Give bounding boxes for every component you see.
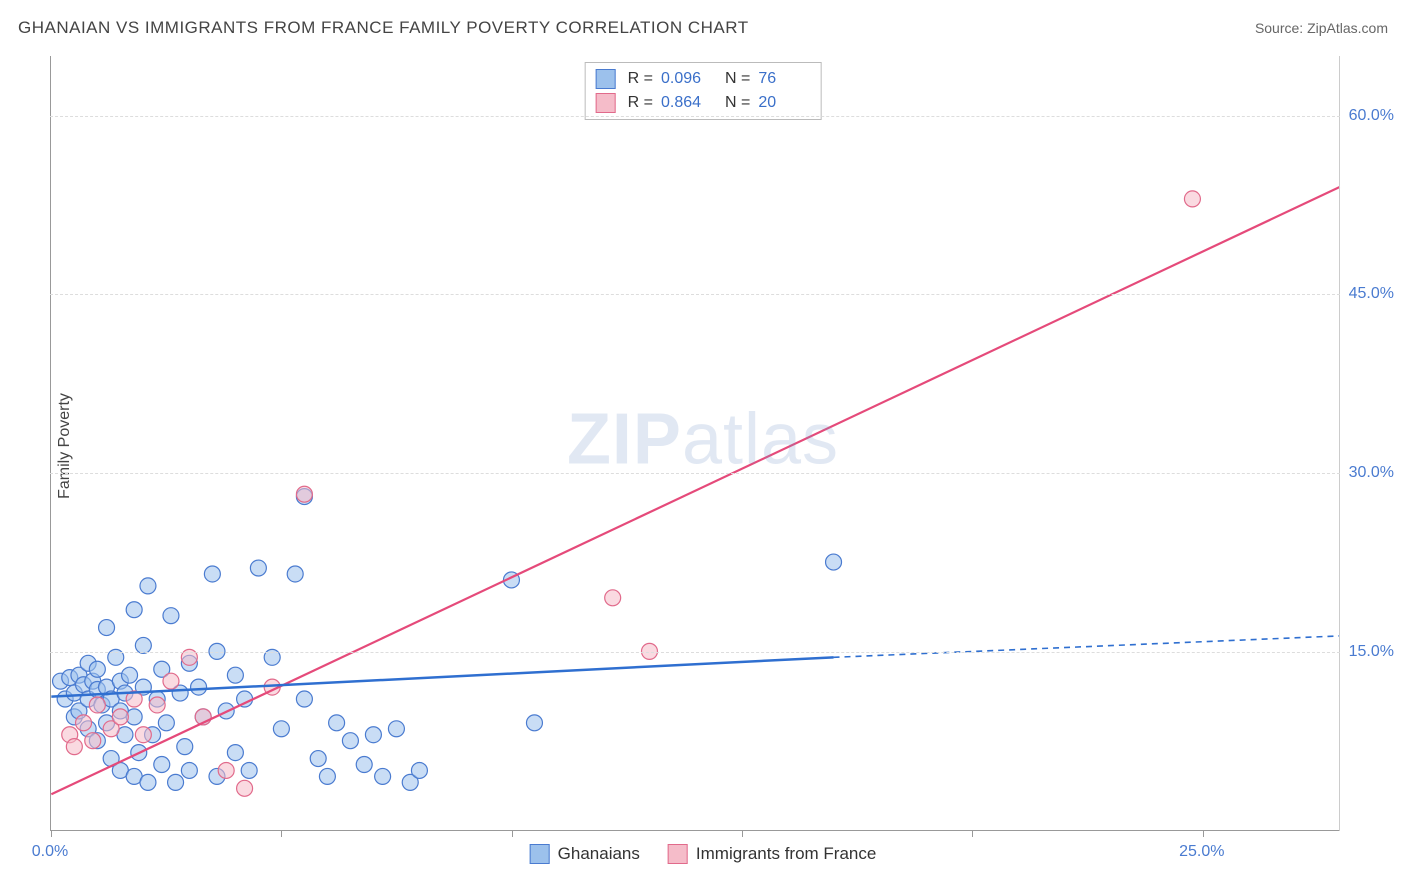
data-point	[163, 608, 179, 624]
legend-stats: R = 0.096 N = 76 R = 0.864 N = 20	[585, 62, 822, 120]
data-point	[191, 679, 207, 695]
data-point	[287, 566, 303, 582]
data-point	[89, 661, 105, 677]
plot-right-border	[1339, 56, 1340, 831]
n-label: N =	[725, 70, 750, 88]
data-point	[296, 691, 312, 707]
legend-label: Ghanaians	[558, 844, 640, 864]
data-point	[149, 697, 165, 713]
data-point	[135, 637, 151, 653]
data-point	[181, 762, 197, 778]
data-point	[826, 554, 842, 570]
data-point	[168, 774, 184, 790]
legend-swatch	[530, 844, 550, 864]
legend-swatch	[668, 844, 688, 864]
data-point	[227, 667, 243, 683]
data-point	[163, 673, 179, 689]
x-tick	[742, 830, 743, 837]
legend-label: Immigrants from France	[696, 844, 876, 864]
data-point	[356, 757, 372, 773]
source-label: Source:	[1255, 20, 1303, 36]
data-point	[99, 620, 115, 636]
n-value: 76	[758, 70, 810, 88]
n-value: 20	[758, 94, 810, 112]
data-point	[375, 768, 391, 784]
x-tick	[51, 830, 52, 837]
trend-line	[834, 636, 1340, 657]
data-point	[126, 602, 142, 618]
x-tick-label: 25.0%	[1179, 843, 1224, 861]
data-point	[112, 709, 128, 725]
data-point	[140, 774, 156, 790]
data-point	[227, 745, 243, 761]
x-tick	[1203, 830, 1204, 837]
x-tick	[512, 830, 513, 837]
x-tick	[972, 830, 973, 837]
n-label: N =	[725, 94, 750, 112]
data-point	[89, 697, 105, 713]
trend-line	[51, 187, 1339, 794]
y-tick-label: 15.0%	[1349, 643, 1394, 661]
legend-stat-row: R = 0.096 N = 76	[596, 67, 811, 91]
gridline-h	[50, 473, 1340, 474]
data-point	[241, 762, 257, 778]
data-point	[177, 739, 193, 755]
data-point	[365, 727, 381, 743]
legend-swatch	[596, 69, 616, 89]
data-point	[158, 715, 174, 731]
data-point	[310, 751, 326, 767]
data-point	[329, 715, 345, 731]
r-value: 0.096	[661, 70, 713, 88]
data-point	[526, 715, 542, 731]
x-tick	[281, 830, 282, 837]
plot-area	[50, 56, 1340, 831]
data-point	[605, 590, 621, 606]
r-label: R =	[628, 70, 653, 88]
data-point	[204, 566, 220, 582]
data-point	[140, 578, 156, 594]
legend-item: Immigrants from France	[668, 844, 876, 864]
data-point	[237, 780, 253, 796]
legend-series: Ghanaians Immigrants from France	[530, 844, 877, 864]
data-point	[1184, 191, 1200, 207]
data-point	[76, 715, 92, 731]
data-point	[411, 762, 427, 778]
gridline-h	[50, 116, 1340, 117]
data-point	[122, 667, 138, 683]
y-tick-label: 60.0%	[1349, 107, 1394, 125]
data-point	[85, 733, 101, 749]
title-bar: GHANAIAN VS IMMIGRANTS FROM FRANCE FAMIL…	[18, 18, 1388, 38]
scatter-svg	[51, 56, 1340, 830]
legend-stat-row: R = 0.864 N = 20	[596, 91, 811, 115]
y-tick-label: 45.0%	[1349, 285, 1394, 303]
gridline-h	[50, 294, 1340, 295]
data-point	[66, 739, 82, 755]
data-point	[154, 757, 170, 773]
r-value: 0.864	[661, 94, 713, 112]
r-label: R =	[628, 94, 653, 112]
source-attribution: Source: ZipAtlas.com	[1255, 20, 1388, 36]
source-name: ZipAtlas.com	[1307, 20, 1388, 36]
data-point	[218, 762, 234, 778]
data-point	[296, 486, 312, 502]
x-tick-label: 0.0%	[32, 843, 68, 861]
data-point	[250, 560, 266, 576]
data-point	[273, 721, 289, 737]
gridline-h	[50, 652, 1340, 653]
data-point	[135, 727, 151, 743]
legend-item: Ghanaians	[530, 844, 640, 864]
data-point	[342, 733, 358, 749]
y-tick-label: 30.0%	[1349, 464, 1394, 482]
data-point	[388, 721, 404, 737]
chart-title: GHANAIAN VS IMMIGRANTS FROM FRANCE FAMIL…	[18, 18, 749, 38]
legend-swatch	[596, 93, 616, 113]
data-point	[319, 768, 335, 784]
